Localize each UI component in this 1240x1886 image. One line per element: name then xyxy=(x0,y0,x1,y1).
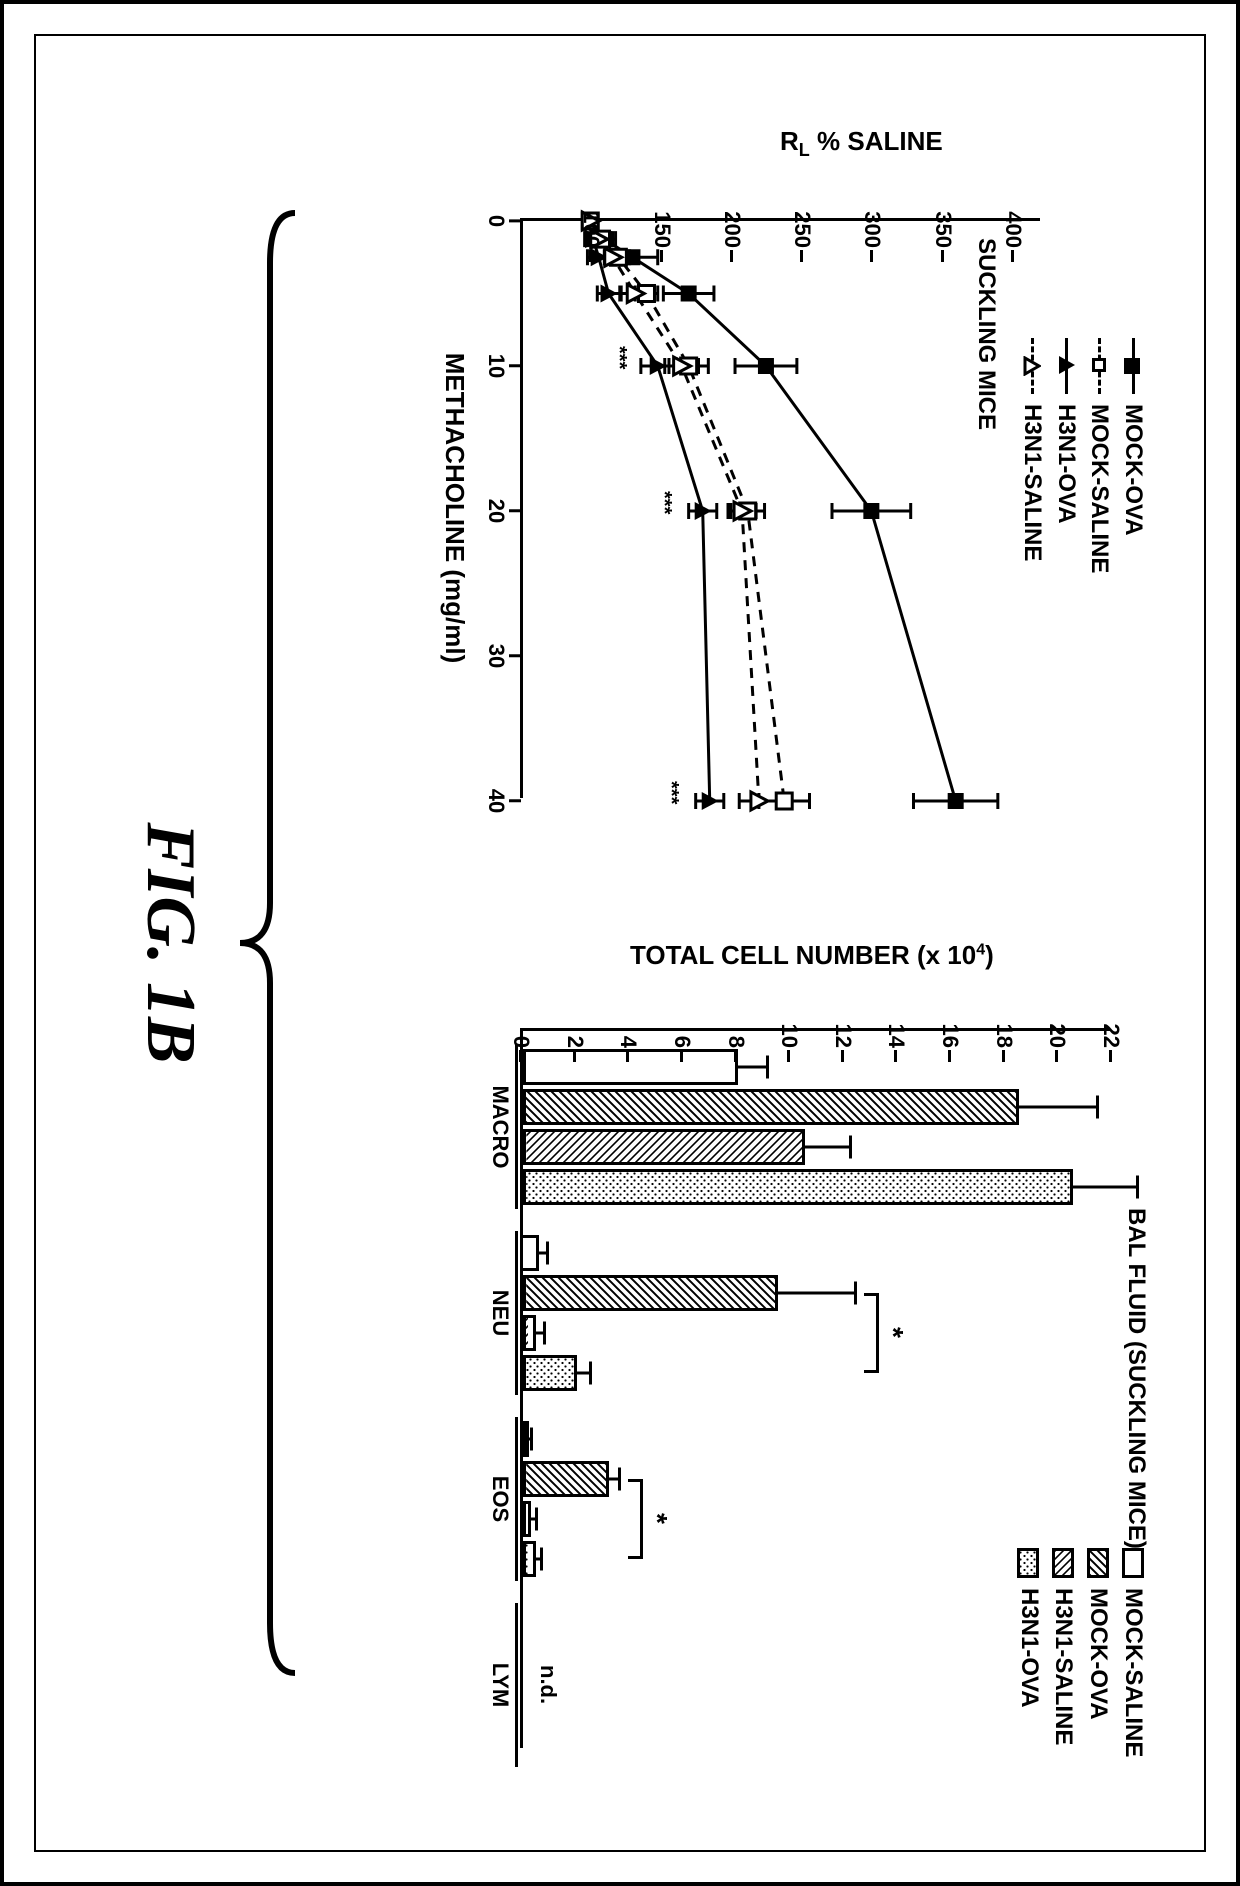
charts-row: MOCK-OVA MOCK-SALINE H3N1-OVA H3N1-SALIN… xyxy=(340,63,1170,1823)
figure-label: FIG. 1B xyxy=(130,822,210,1063)
significance-label: *** xyxy=(607,346,630,369)
legend-label: MOCK-SALINE xyxy=(1083,404,1117,573)
category-underline xyxy=(515,1045,518,1209)
ytick: 16 xyxy=(937,998,963,1048)
error-bar xyxy=(533,1558,541,1561)
not-detected-label: n.d. xyxy=(535,1665,561,1704)
figure-bracket-area: FIG. 1B xyxy=(100,63,300,1823)
figure-brace-icon xyxy=(230,203,300,1683)
ytick: 100 xyxy=(578,188,604,248)
bar xyxy=(523,1235,539,1271)
error-bar xyxy=(528,1518,536,1521)
bar xyxy=(523,1315,536,1351)
legend-label: MOCK-OVA xyxy=(1116,404,1150,536)
ytick: 22 xyxy=(1098,998,1124,1048)
bar xyxy=(523,1129,805,1165)
significance-label: * xyxy=(877,1327,909,1338)
bar xyxy=(523,1501,531,1537)
ytick: 4 xyxy=(615,998,641,1048)
bar xyxy=(523,1275,778,1311)
error-bar xyxy=(775,1292,855,1295)
significance-label: *** xyxy=(652,491,675,514)
line-chart-svg xyxy=(890,221,1040,521)
error-bar xyxy=(606,1478,619,1481)
error-bar xyxy=(526,1438,531,1441)
significance-label: * xyxy=(641,1513,673,1524)
legend-item-h3n1-ova: H3N1-OVA xyxy=(1049,338,1083,573)
bar xyxy=(523,1089,1019,1125)
error-bar xyxy=(574,1372,590,1375)
bar xyxy=(523,1541,536,1577)
line-chart-plot-area: 010203040********* xyxy=(520,218,1040,798)
xtick: 10 xyxy=(483,354,509,378)
ytick: 250 xyxy=(789,188,815,248)
ytick: 400 xyxy=(1000,188,1026,248)
bar xyxy=(523,1049,738,1085)
legend-label: H3N1-OVA xyxy=(1049,404,1083,524)
legend-item-mock-saline: MOCK-SALINE xyxy=(1083,338,1117,573)
ytick: 10 xyxy=(776,998,802,1048)
category-label: EOS xyxy=(487,1476,513,1522)
xtick: 20 xyxy=(483,499,509,523)
ytick: 350 xyxy=(930,188,956,248)
ytick: 20 xyxy=(1044,998,1070,1048)
category-underline xyxy=(515,1603,518,1767)
error-bar xyxy=(536,1252,547,1255)
error-bar xyxy=(802,1146,850,1149)
figure-1b: MOCK-OVA MOCK-SALINE H3N1-OVA H3N1-SALIN… xyxy=(70,63,1170,1823)
error-bar xyxy=(1016,1106,1096,1109)
ytick: 200 xyxy=(719,188,745,248)
xtick: 30 xyxy=(483,644,509,668)
ytick: 18 xyxy=(991,998,1017,1048)
ytick: 12 xyxy=(830,998,856,1048)
ytick: 14 xyxy=(883,998,909,1048)
bar xyxy=(523,1421,529,1457)
bar xyxy=(523,1355,577,1391)
ytick: 2 xyxy=(562,998,588,1048)
ytick: 6 xyxy=(669,998,695,1048)
bar-chart-title: BAL FLUID (SUCKLING MICE) xyxy=(1122,1208,1150,1549)
ytick: 0 xyxy=(508,998,534,1048)
ytick: 150 xyxy=(649,188,675,248)
category-label: LYM xyxy=(487,1663,513,1707)
category-label: NEU xyxy=(487,1290,513,1336)
legend-item-mock-ova: MOCK-OVA xyxy=(1116,338,1150,573)
legend-item-mock-saline: MOCK-SALINE xyxy=(1115,1548,1150,1757)
category-underline xyxy=(515,1231,518,1395)
xtick: 0 xyxy=(483,215,509,227)
error-bar xyxy=(1070,1186,1137,1189)
significance-label: *** xyxy=(659,781,682,804)
ytick: 8 xyxy=(723,998,749,1048)
xtick: 40 xyxy=(483,789,509,813)
category-label: MACRO xyxy=(487,1085,513,1168)
legend-label: MOCK-SALINE xyxy=(1115,1588,1150,1757)
bar-chart-ylabel: TOTAL CELL NUMBER (x 104) xyxy=(630,940,994,971)
error-bar xyxy=(735,1066,767,1069)
bar-chart-plot-area: MACRONEUEOSLYMn.d.** xyxy=(520,1028,1110,1748)
bar xyxy=(523,1169,1073,1205)
bar xyxy=(523,1461,609,1497)
category-underline xyxy=(515,1417,518,1581)
line-chart-ylabel: RL % SALINE xyxy=(780,126,943,161)
ytick: 300 xyxy=(859,188,885,248)
error-bar xyxy=(533,1332,544,1335)
